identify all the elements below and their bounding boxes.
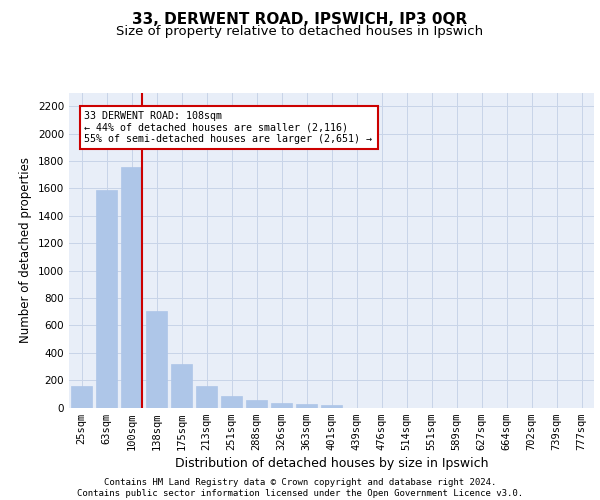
Bar bbox=[171, 364, 192, 408]
Bar bbox=[246, 400, 267, 407]
Bar bbox=[71, 386, 92, 407]
Bar bbox=[196, 386, 217, 407]
Bar bbox=[121, 167, 142, 408]
Bar bbox=[96, 190, 117, 408]
Bar bbox=[221, 396, 242, 407]
X-axis label: Distribution of detached houses by size in Ipswich: Distribution of detached houses by size … bbox=[175, 457, 488, 470]
Bar bbox=[321, 406, 342, 407]
Text: Contains HM Land Registry data © Crown copyright and database right 2024.
Contai: Contains HM Land Registry data © Crown c… bbox=[77, 478, 523, 498]
Text: 33 DERWENT ROAD: 108sqm
← 44% of detached houses are smaller (2,116)
55% of semi: 33 DERWENT ROAD: 108sqm ← 44% of detache… bbox=[85, 111, 373, 144]
Bar bbox=[271, 404, 292, 407]
Y-axis label: Number of detached properties: Number of detached properties bbox=[19, 157, 32, 343]
Bar bbox=[146, 311, 167, 408]
Text: 33, DERWENT ROAD, IPSWICH, IP3 0QR: 33, DERWENT ROAD, IPSWICH, IP3 0QR bbox=[133, 12, 467, 28]
Text: Size of property relative to detached houses in Ipswich: Size of property relative to detached ho… bbox=[116, 25, 484, 38]
Bar bbox=[296, 404, 317, 407]
